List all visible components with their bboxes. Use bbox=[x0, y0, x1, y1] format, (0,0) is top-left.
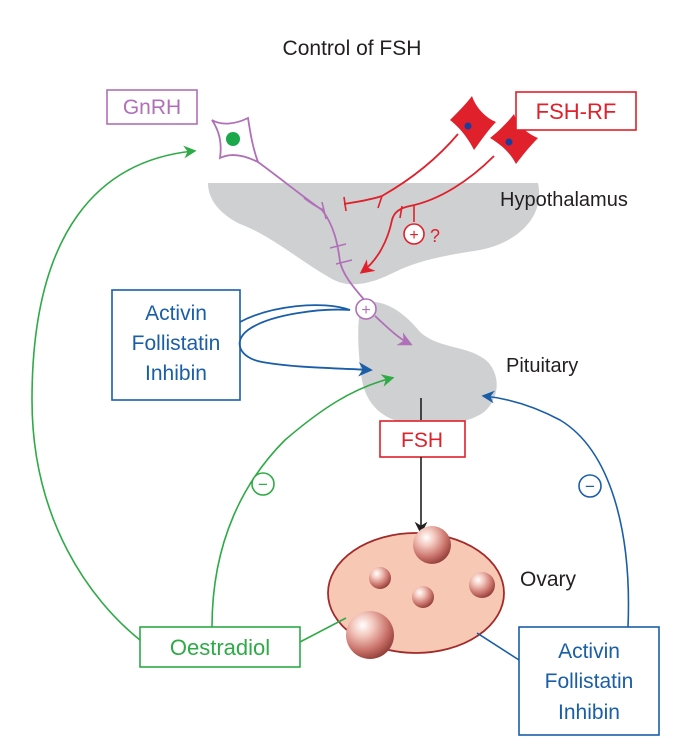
ovary-to-regulators-line bbox=[476, 632, 520, 661]
regulators-inhibition-symbol bbox=[578, 474, 602, 498]
fsh-rf-terminal-3 bbox=[399, 205, 403, 219]
ovarian-regulators-box bbox=[518, 626, 660, 736]
gnrh-label: GnRH bbox=[123, 96, 181, 119]
regulators-minus-sign: − bbox=[585, 477, 595, 496]
fsh-rf-label: FSH-RF bbox=[536, 99, 617, 124]
fsh-rf-box bbox=[515, 91, 637, 131]
fsh-label: FSH bbox=[401, 429, 443, 452]
pituitary-regulator-inhibin: Inhibin bbox=[145, 362, 207, 385]
gnrh-axon bbox=[257, 161, 367, 303]
follicle-large-bottom bbox=[346, 611, 394, 659]
pituitary-regulators-box bbox=[111, 289, 241, 401]
gnrh-stimulation-symbol bbox=[355, 298, 377, 320]
ovarian-regulator-activin: Activin bbox=[558, 640, 620, 663]
pituitary-regulator-follistatin: Follistatin bbox=[132, 332, 221, 355]
gnrh-plus-sign: + bbox=[361, 302, 370, 319]
fsh-rf-cell-body-2 bbox=[490, 114, 538, 164]
gnrh-terminal-2 bbox=[329, 243, 347, 249]
fsh-rf-terminal-2 bbox=[343, 196, 347, 212]
oestradiol-box bbox=[139, 626, 301, 668]
oestradiol-to-gnrh-arrow bbox=[31, 145, 197, 641]
follicle-center bbox=[412, 586, 434, 608]
regulators-to-pituitary-arrow bbox=[481, 390, 630, 628]
gnrh-box bbox=[106, 89, 198, 125]
fsh-box bbox=[379, 420, 466, 458]
fsh-rf-stimulation-symbol bbox=[403, 223, 425, 245]
fsh-rf-cell-body-1 bbox=[450, 96, 496, 150]
fsh-rf-neurons bbox=[343, 96, 538, 274]
follicle-large-top bbox=[413, 526, 451, 564]
hypothalamus-label: Hypothalamus bbox=[500, 189, 628, 211]
fsh-rf-plus-sign: + bbox=[409, 227, 418, 244]
pituitary-label: Pituitary bbox=[506, 355, 578, 377]
ovary-to-oestradiol-line bbox=[299, 617, 347, 643]
oestradiol-label: Oestradiol bbox=[170, 635, 270, 660]
ovarian-regulator-inhibin: Inhibin bbox=[558, 701, 620, 724]
gnrh-arrow-to-pituitary bbox=[374, 315, 413, 346]
fsh-rf-terminal-1 bbox=[377, 195, 383, 209]
follicle-left bbox=[369, 567, 391, 589]
oestradiol-minus-sign: − bbox=[258, 475, 268, 494]
ovary-label: Ovary bbox=[520, 568, 577, 591]
oestradiol-inhibition-symbol bbox=[251, 472, 275, 496]
follicle-right bbox=[469, 572, 495, 598]
diagram-title: Control of FSH bbox=[283, 37, 422, 60]
fsh-rf-question-mark: ? bbox=[430, 226, 440, 246]
pituitary-regulator-activin: Activin bbox=[145, 302, 207, 325]
ovarian-regulator-follistatin: Follistatin bbox=[545, 670, 634, 693]
gnrh-terminal-3 bbox=[335, 259, 353, 265]
gnrh-axon-branch bbox=[303, 197, 325, 211]
hypothalamus-shape bbox=[208, 183, 540, 285]
fsh-rf-axon-1 bbox=[343, 133, 459, 205]
gnrh-nucleus bbox=[226, 132, 240, 146]
paracrine-loop-arrow bbox=[238, 304, 373, 377]
oestradiol-to-pituitary-arrow bbox=[211, 374, 395, 628]
gnrh-terminal-1 bbox=[321, 201, 327, 220]
fsh-rf-nucleus-2 bbox=[505, 138, 513, 146]
fsh-rf-nucleus-1 bbox=[464, 122, 472, 130]
gnrh-neuron bbox=[211, 116, 413, 346]
